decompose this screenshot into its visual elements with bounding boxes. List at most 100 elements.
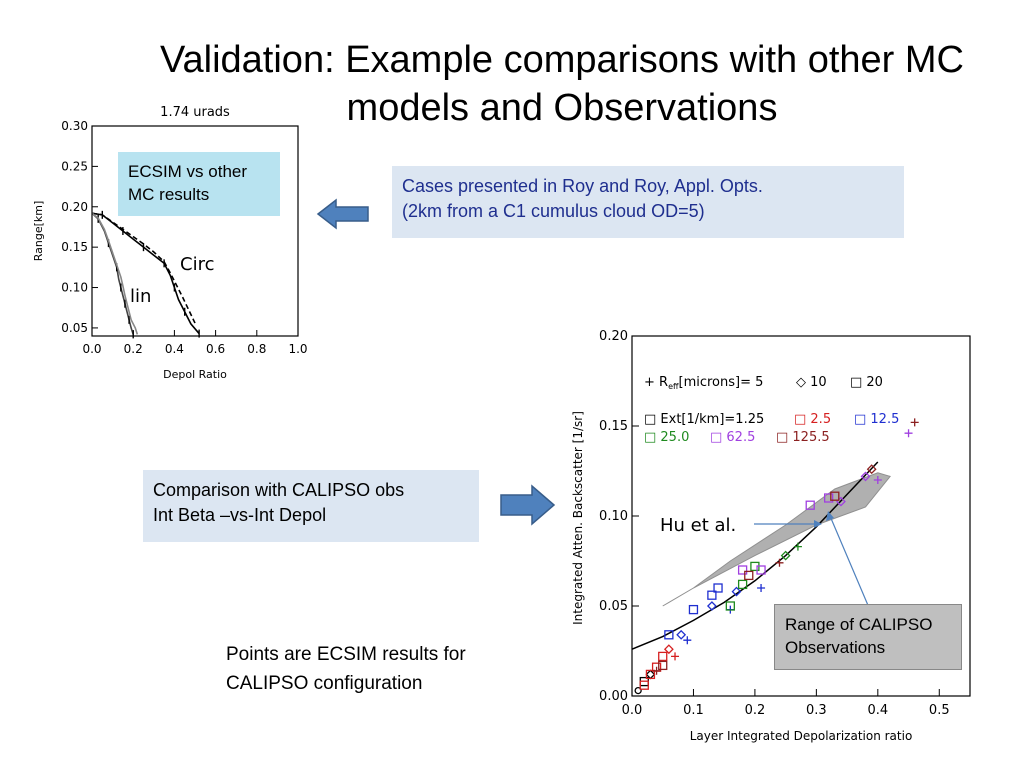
- scatter-point: [671, 652, 680, 661]
- chart1-ytick-label: 0.20: [61, 200, 88, 214]
- chart1-ytick-label: 0.25: [61, 159, 88, 173]
- note-line-2: CALIPSO configuration: [226, 673, 423, 694]
- calipso-range-band: [662, 472, 891, 607]
- scatter-point: [731, 586, 742, 597]
- legend-ext-2: □ 2.5: [794, 412, 831, 427]
- chart2-xtick-label: 0.2: [745, 703, 766, 718]
- scatter-point: [860, 471, 871, 482]
- chart1-xtick-label: 0.0: [82, 342, 101, 356]
- scatter-point: [658, 651, 668, 662]
- right-arrow-icon: [500, 484, 556, 526]
- chart2-xtick-label: 0.0: [622, 703, 643, 718]
- legend-ext-5: □ 62.5: [710, 430, 755, 445]
- chart2-ylabel: Integrated Atten. Backscatter [1/sr]: [571, 411, 585, 625]
- legend-reff-20: □ 20: [850, 375, 883, 390]
- chart2-xtick-label: 0.1: [683, 703, 704, 718]
- scatter-point: [737, 579, 748, 590]
- scatter-point: [824, 493, 834, 503]
- legend-reff: + Reff[microns]= 5: [644, 375, 763, 391]
- scatter-point: [663, 644, 674, 655]
- ecsim-comparison-box: ECSIM vs other MC results: [118, 152, 280, 216]
- range-line-1: Range of CALIPSO: [785, 615, 933, 634]
- chart2-frame: [631, 335, 971, 697]
- cases-line-1: Cases presented in Roy and Roy, Appl. Op…: [402, 176, 763, 196]
- annotation-lin: lin: [130, 286, 151, 307]
- chart2-xtick-label: 0.4: [867, 703, 888, 718]
- scatter-point: [707, 590, 717, 600]
- chart2-legend: + Reff[microns]= 5 ◇ 10 □ 20 □ Ext[1/km]…: [644, 375, 899, 445]
- scatter-point: [904, 429, 913, 438]
- chart1-ytick-label: 0.15: [61, 240, 88, 254]
- scatter-point: [706, 601, 717, 611]
- chart2-ytick-label: 0.20: [599, 329, 628, 344]
- calipso-scatter-chart: 0.0 0.1 0.2 0.3 0.4 0.5 0.00 0.05 0.10 0.15 0.20 +…: [571, 329, 971, 743]
- chart2-xtick-label: 0.5: [929, 703, 950, 718]
- depol-range-chart: 1.74 urads 0.0 0.2 0.4 0.6 0.8 1.0 0.05 0.10 0.1…: [32, 105, 308, 381]
- points-note: Points are ECSIM results for CALIPSO con…: [226, 640, 466, 698]
- hu-label: Hu et al.: [660, 515, 736, 536]
- scatter-point: [775, 558, 784, 567]
- scatter-point: [652, 666, 661, 675]
- chart1-series-line: [91, 212, 196, 324]
- cases-line-2: (2km from a C1 cumulus cloud OD=5): [402, 201, 705, 221]
- annotation-circ: Circ: [180, 254, 214, 275]
- legend-ext-1: □ Ext[1/km]=1.25: [644, 412, 764, 427]
- chart2-ytick-label: 0.15: [599, 419, 628, 434]
- legend-ext-3: □ 12.5: [854, 412, 899, 427]
- chart2-ytick-label: 0.10: [599, 509, 628, 524]
- hu-arrowhead-icon: [814, 520, 822, 528]
- slide-title: Validation: Example comparisons with oth…: [100, 36, 1024, 132]
- scatter-point: [737, 565, 748, 575]
- scatter-point: [713, 583, 723, 593]
- chart1-ytick-label: 0.30: [61, 119, 88, 133]
- scatter-point: [639, 680, 649, 690]
- scatter-point: [756, 565, 766, 575]
- scatter-point: [793, 542, 802, 551]
- chart1-xlabel: Depol Ratio: [163, 368, 227, 381]
- ecsim-line-2: MC results: [128, 185, 210, 204]
- calipso-line-1: Comparison with CALIPSO obs: [153, 480, 405, 500]
- chart1-xtick-label: 0.8: [247, 342, 266, 356]
- title-line-2: models and Observations: [346, 87, 778, 129]
- calipso-range-box: Range of CALIPSO Observations: [774, 604, 962, 670]
- scatter-point: [676, 629, 687, 640]
- range-pointer-arrow: [829, 515, 871, 611]
- cases-box: Cases presented in Roy and Roy, Appl. Op…: [392, 166, 904, 238]
- chart2-ytick-label: 0.00: [599, 689, 628, 704]
- calipso-comparison-box: Comparison with CALIPSO obs Int Beta –vs…: [143, 470, 479, 542]
- scatter-point: [830, 491, 840, 501]
- legend-reff-10: ◇ 10: [796, 375, 827, 390]
- chart1-xtick-label: 0.6: [206, 342, 225, 356]
- chart1-series-line: [91, 212, 139, 335]
- scatter-point: [757, 584, 766, 592]
- calipso-line-2: Int Beta –vs-Int Depol: [153, 505, 327, 525]
- chart1-frame: [91, 125, 299, 337]
- chart1-title: 1.74 urads: [160, 105, 230, 120]
- scatter-point: [866, 464, 877, 475]
- scatter-point: [744, 570, 754, 581]
- scatter-point: [664, 630, 674, 640]
- left-arrow-icon: [316, 198, 369, 230]
- scatter-point: [634, 686, 642, 695]
- chart1-ytick-label: 0.10: [61, 281, 88, 295]
- scatter-point: [683, 636, 692, 645]
- scatter-point: [658, 660, 668, 671]
- ecsim-line-1: ECSIM vs other: [128, 162, 248, 181]
- legend-ext-4: □ 25.0: [644, 430, 689, 445]
- scatter-point: [873, 476, 882, 484]
- legend-ext-6: □ 125.5: [776, 430, 830, 445]
- chart1-ytick-label: 0.05: [61, 321, 88, 335]
- chart1-ylabel: Range[km]: [32, 201, 45, 262]
- scatter-point: [688, 604, 699, 615]
- range-arrowhead-icon: [826, 511, 834, 521]
- range-line-2: Observations: [785, 638, 886, 657]
- title-line-1: Validation: Example comparisons with oth…: [160, 39, 964, 81]
- chart1-xtick-label: 0.2: [124, 342, 143, 356]
- chart1-xtick-label: 1.0: [288, 342, 307, 356]
- note-line-1: Points are ECSIM results for: [226, 644, 466, 665]
- chart2-xtick-label: 0.3: [806, 703, 827, 718]
- scatter-point: [645, 669, 656, 680]
- scatter-point: [805, 500, 815, 510]
- scatter-point: [780, 550, 791, 561]
- scatter-point: [910, 418, 919, 427]
